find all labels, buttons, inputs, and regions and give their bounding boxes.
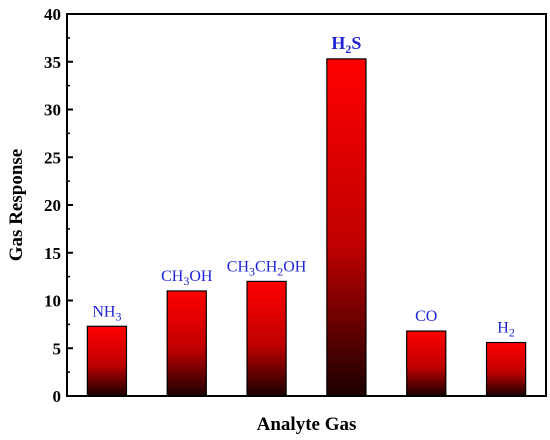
- bar: [485, 341, 527, 397]
- bar-label: H2S: [331, 33, 361, 56]
- y-tick-label: 35: [44, 53, 61, 72]
- bars-group: [86, 58, 527, 397]
- y-tick-label: 15: [44, 244, 61, 263]
- y-axis-title: Gas Response: [6, 149, 27, 261]
- y-tick-label: 0: [53, 387, 62, 406]
- bar-label: CH3CH2OH: [227, 258, 307, 278]
- bar-label: NH3: [92, 303, 121, 323]
- x-axis-title: Analyte Gas: [257, 414, 357, 435]
- bar-label: CH3OH: [161, 268, 213, 288]
- bar: [406, 330, 447, 397]
- y-tick-label: 25: [44, 148, 61, 167]
- bar: [326, 58, 367, 397]
- y-tick-label: 5: [53, 339, 62, 358]
- bar-label: CO: [415, 308, 437, 325]
- y-ticks-group: 0 5 10 15 20 25 30 35 40: [44, 5, 73, 406]
- plot-frame: [66, 13, 547, 397]
- bar: [166, 290, 207, 397]
- bar: [86, 325, 128, 397]
- y-tick-label: 30: [44, 101, 61, 120]
- y-tick-label: 40: [44, 5, 61, 24]
- bar-labels-group: NH3 CH3OH CH3CH2OH H2S CO H2: [92, 33, 515, 340]
- bar: [246, 280, 287, 397]
- y-tick-label: 10: [44, 292, 61, 311]
- y-tick-label: 20: [44, 196, 61, 215]
- bar-label: H2: [497, 320, 515, 340]
